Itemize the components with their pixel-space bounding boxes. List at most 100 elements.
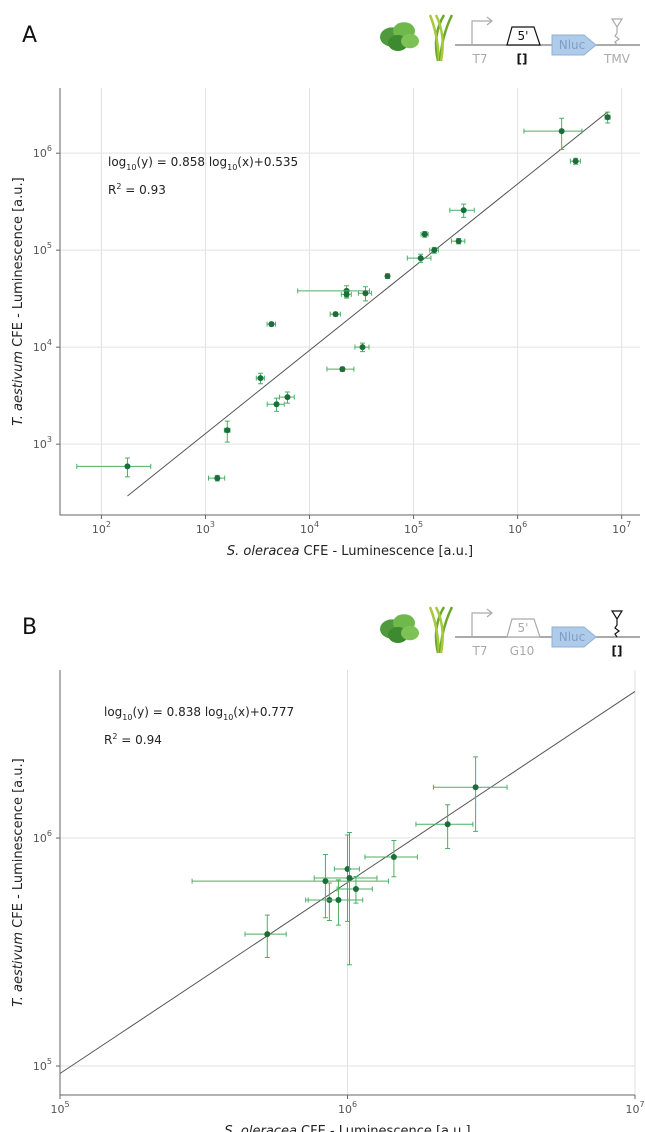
x-error-bar: [432, 784, 508, 790]
tick-label: 103: [196, 520, 215, 536]
y-error-bar: [322, 853, 328, 919]
x-error-bar: [313, 875, 378, 881]
data-point: [273, 401, 280, 408]
x-error-bar: [523, 128, 583, 134]
axes: [59, 670, 635, 1096]
tick-base: 10: [33, 438, 47, 451]
data-point: [214, 475, 221, 482]
eq-part: R: [108, 183, 116, 197]
tick-exp: 3: [47, 435, 52, 444]
terminator-shape: [610, 610, 624, 638]
data-point: [417, 255, 424, 262]
eq-sup: 2: [116, 182, 121, 191]
eq-part: =: [121, 183, 139, 197]
data-point: [558, 128, 565, 135]
promoter-arrow: [471, 608, 493, 637]
eq-intercept: 0.535: [264, 155, 298, 169]
tick-base: 10: [92, 523, 106, 536]
tick-exp: 2: [106, 520, 111, 529]
utr-shape: [506, 618, 541, 638]
tick-label: 107: [612, 520, 631, 536]
data-point: [257, 375, 264, 382]
eq-part: (y) =: [132, 705, 166, 719]
eq-part: (y) =: [136, 155, 170, 169]
utr-top-label: 5': [518, 621, 529, 635]
plant-icons: [380, 606, 454, 654]
construct: T7 5' G10 Nluc []: [380, 606, 640, 658]
species: S. oleracea: [224, 1124, 297, 1132]
wheat-leaf: [428, 14, 441, 62]
eq-part: log: [205, 155, 227, 169]
tick-base: 10: [625, 1103, 639, 1116]
tick-label: 106: [508, 520, 527, 536]
x-error-bar: [415, 821, 474, 827]
eq-part: log: [201, 705, 223, 719]
data-point: [604, 114, 611, 121]
eq-part: (x)+: [237, 155, 264, 169]
data-point: [362, 290, 369, 297]
tick-exp: 3: [210, 520, 215, 529]
tick-label: 106: [338, 1100, 357, 1116]
tick-base: 10: [508, 523, 522, 536]
data-point: [335, 896, 342, 903]
tick-exp: 6: [522, 520, 527, 529]
tick-base: 10: [50, 1103, 64, 1116]
terminator-shape: [610, 18, 624, 46]
x-error-bar: [191, 878, 389, 884]
data-point: [284, 394, 291, 401]
data-point: [124, 463, 131, 470]
species: T. aestivum: [11, 932, 26, 1007]
wheat-leaf: [428, 606, 441, 654]
species: T. aestivum: [11, 351, 26, 426]
promoter-label: T7: [472, 644, 488, 658]
tick-label: 105: [50, 1100, 69, 1116]
tick-exp: 4: [47, 338, 52, 347]
tick-label: 104: [33, 338, 52, 354]
eq-r2: 0.94: [135, 733, 162, 747]
data-point: [421, 231, 428, 238]
utr-label: G10: [510, 644, 535, 658]
tick-base: 10: [404, 523, 418, 536]
tick-base: 10: [300, 523, 314, 536]
tick-base: 10: [612, 523, 626, 536]
eq-intercept: 0.777: [260, 705, 294, 719]
data-point: [460, 207, 467, 214]
x-axis-label: S. oleracea CFE - Luminescence [a.u.]: [224, 1124, 470, 1132]
eq-slope: 0.858: [171, 155, 205, 169]
fit-equation: log10(y) = 0.838 log10(x)+0.777: [104, 705, 294, 722]
gene-label: Nluc: [559, 630, 586, 644]
eq-part: log: [104, 705, 122, 719]
terminator-label: TMV: [603, 52, 631, 66]
tick-label: 106: [33, 829, 52, 845]
tick-base: 10: [33, 244, 47, 257]
y-axis-label: T. aestivum CFE - Luminescence [a.u.]: [11, 758, 26, 1006]
tick-base: 10: [338, 1103, 352, 1116]
tick-base: 10: [33, 1060, 47, 1073]
tick-label: 106: [33, 144, 52, 160]
tick-label: 104: [300, 520, 319, 536]
x-error-bar: [297, 288, 370, 294]
plant-icons: [380, 14, 454, 62]
eq-part: R: [104, 733, 112, 747]
species: S. oleracea: [227, 544, 300, 559]
eq-sub: 10: [227, 163, 237, 172]
panel-label: B: [22, 615, 37, 640]
wheat-leaf: [438, 606, 454, 654]
data-point: [455, 238, 462, 245]
eq-sup: 2: [112, 732, 117, 741]
eq-sub: 10: [223, 713, 233, 722]
wheat-leaf: [438, 14, 454, 62]
tick-base: 10: [33, 147, 47, 160]
eq-sub: 10: [126, 163, 136, 172]
label-rest: CFE - Luminescence [a.u.]: [299, 544, 473, 559]
tick-exp: 5: [47, 241, 52, 250]
tick-exp: 7: [626, 520, 631, 529]
eq-slope: 0.838: [167, 705, 201, 719]
data-point: [339, 366, 346, 373]
label-rest: CFE - Luminescence [a.u.]: [11, 177, 26, 351]
eq-sub: 10: [122, 713, 132, 722]
promoter-label: T7: [472, 52, 488, 66]
tick-exp: 6: [352, 1100, 357, 1109]
tick-label: 102: [92, 520, 111, 536]
terminator-label: []: [612, 644, 623, 658]
